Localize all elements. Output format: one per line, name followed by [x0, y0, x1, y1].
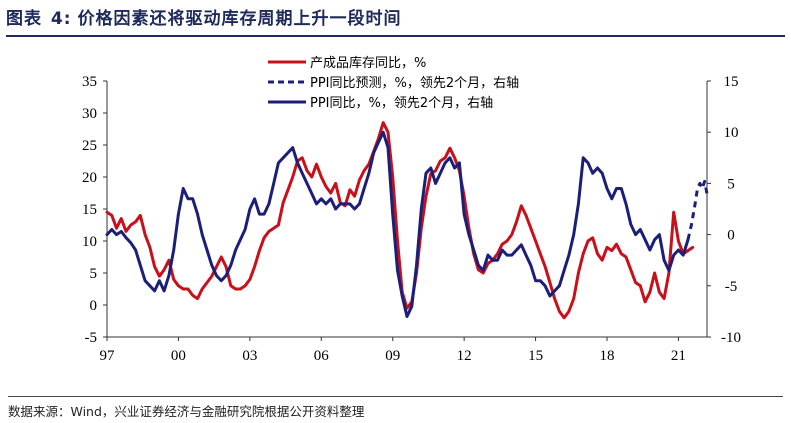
chart-axes: -5 0 5 10 15 20 25 30 35 -10 -5 0 5 10 15 97 00 03 06 09 12 1… [82, 74, 741, 364]
x-tick-label: 06 [314, 348, 330, 364]
left-tick-label: 35 [82, 74, 97, 90]
right-tick-label: -10 [721, 330, 741, 346]
left-tick-label: 30 [82, 106, 97, 122]
figure-number: 4: [50, 9, 72, 29]
x-tick-label: 21 [671, 348, 686, 364]
series-line-1 [105, 121, 695, 320]
right-tick-label: 0 [727, 228, 735, 244]
series-line-2 [686, 179, 709, 241]
x-tick-label: 18 [600, 348, 615, 364]
x-tick-label: 15 [528, 348, 543, 364]
legend-label-3: PPI同比，%，领先2个月，右轴 [310, 96, 493, 111]
figure-label: 图表 [6, 9, 42, 29]
left-tick-label: 15 [82, 202, 97, 218]
chart: -5 0 5 10 15 20 25 30 35 -10 -5 0 5 10 15 97 00 03 06 09 12 1… [82, 55, 741, 364]
x-tick-label: 97 [100, 348, 116, 364]
legend-label-2: PPI同比预测，%，领先2个月，右轴 [310, 76, 519, 91]
right-tick-label: 5 [727, 176, 735, 192]
legend-label-1: 产成品库存同比，% [310, 55, 426, 71]
figure-source: 数据来源：Wind，兴业证券经济与金融研究院根据公开资料整理 [8, 396, 783, 420]
left-tick-label: 25 [82, 138, 97, 154]
series-line-3 [105, 130, 690, 318]
x-tick-label: 00 [171, 348, 186, 364]
figure-title-text: 价格因素还将驱动库存周期上升一段时间 [77, 9, 402, 29]
left-tick-label: 20 [82, 170, 97, 186]
right-tick-label: 15 [724, 74, 739, 90]
left-tick-label: 0 [90, 298, 98, 314]
left-tick-label: 10 [82, 234, 97, 250]
x-tick-label: 12 [457, 348, 472, 364]
chart-plot-area [105, 121, 709, 320]
right-tick-label: -5 [725, 279, 738, 295]
left-tick-label: -5 [85, 330, 98, 346]
left-tick-label: 5 [90, 266, 98, 282]
figure-title: 图表 4: 价格因素还将驱动库存周期上升一段时间 [6, 4, 785, 37]
x-tick-label: 03 [242, 348, 257, 364]
x-tick-label: 09 [385, 348, 400, 364]
chart-legend: 产成品库存同比，% PPI同比预测，%，领先2个月，右轴 PPI同比，%，领先2个月… [268, 55, 519, 111]
right-tick-label: 10 [724, 125, 739, 141]
